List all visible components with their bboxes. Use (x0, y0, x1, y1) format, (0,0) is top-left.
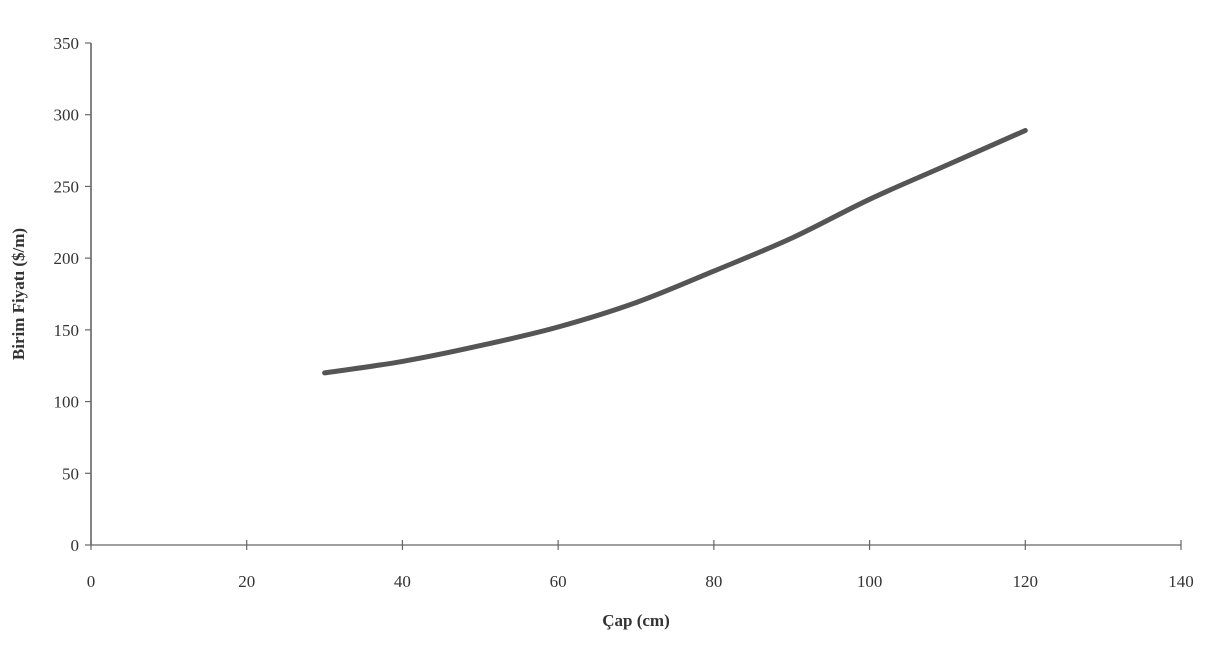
series-line (322, 128, 1028, 376)
x-axis-title: Çap (cm) (602, 611, 670, 630)
series-layer (322, 128, 1028, 376)
chart-axes (90, 43, 1181, 546)
y-tick-label: 0 (71, 536, 80, 555)
x-tick-label: 140 (1168, 572, 1194, 591)
x-tick-label: 80 (705, 572, 722, 591)
y-tick-label: 300 (54, 106, 80, 125)
y-axis-ticks: 0 50 100 150 200 250 300 350 (54, 34, 91, 555)
x-tick-label: 60 (550, 572, 567, 591)
x-tick-label: 100 (857, 572, 883, 591)
x-tick-label: 40 (394, 572, 411, 591)
y-tick-label: 100 (54, 393, 80, 412)
y-tick-label: 350 (54, 34, 80, 53)
x-tick-label: 0 (87, 572, 96, 591)
y-tick-label: 150 (54, 321, 80, 340)
x-tick-label: 120 (1013, 572, 1039, 591)
x-tick-label: 20 (238, 572, 255, 591)
y-tick-label: 50 (62, 464, 79, 483)
y-tick-label: 250 (54, 177, 80, 196)
y-axis-title: Birim Fiyatı ($/m) (9, 228, 28, 360)
y-tick-label: 200 (54, 249, 80, 268)
x-axis-ticks: 0 20 40 60 80 100 120 140 (87, 540, 1194, 591)
